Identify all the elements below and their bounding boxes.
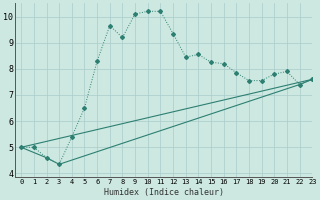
X-axis label: Humidex (Indice chaleur): Humidex (Indice chaleur) [104,188,224,197]
